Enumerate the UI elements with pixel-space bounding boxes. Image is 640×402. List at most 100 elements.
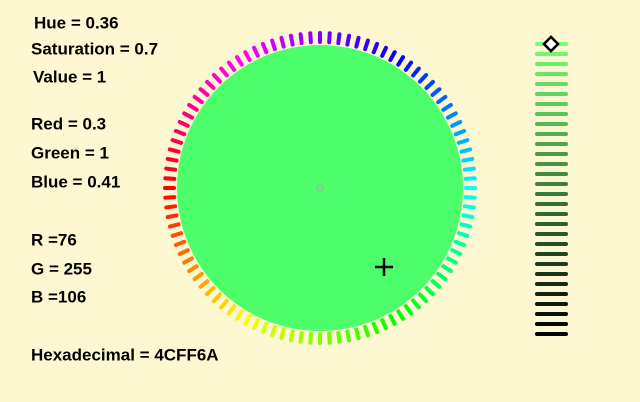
hue-dash — [288, 329, 295, 343]
hue-dash — [436, 271, 448, 282]
hue-dash — [211, 292, 223, 303]
crosshair[interactable] — [375, 258, 393, 276]
hue-dash — [270, 38, 277, 52]
hue-dash — [424, 285, 435, 297]
hue-dash — [163, 195, 177, 200]
value-slider[interactable] — [535, 42, 568, 336]
hue-dash — [164, 204, 178, 210]
hue-dash — [219, 66, 229, 78]
hue-dash — [205, 285, 216, 297]
b-label: B =106 — [31, 287, 86, 306]
hue-dash — [327, 31, 332, 45]
hue-dash — [187, 102, 199, 112]
value-label: Value = 1 — [33, 67, 106, 86]
r-label: R =76 — [31, 230, 77, 249]
hue-dash — [163, 176, 177, 181]
red-label: Red = 0.3 — [31, 114, 106, 133]
hue-dash — [463, 176, 477, 181]
hue-dash — [308, 331, 313, 345]
hue-dash — [308, 31, 313, 45]
hue-dash — [167, 222, 181, 229]
hue-dash — [363, 324, 370, 338]
hue-dash — [380, 318, 388, 331]
hue-dash — [380, 45, 388, 58]
hue-dash — [167, 147, 181, 154]
hue-dash — [243, 50, 252, 63]
hue-dash — [436, 94, 448, 105]
hue-dash — [462, 166, 476, 172]
hue-dash — [182, 256, 195, 265]
slider-handle[interactable] — [542, 35, 560, 53]
blue-label: Blue = 0.41 — [31, 172, 120, 191]
hue-dash — [371, 41, 380, 55]
hue-dash — [388, 50, 397, 63]
green-label: Green = 1 — [31, 143, 109, 162]
hue-dash — [363, 38, 370, 52]
hue-dash — [279, 327, 286, 341]
hue-dash — [453, 239, 467, 248]
hue-dash — [396, 309, 406, 321]
hue-dash — [462, 204, 476, 210]
hue-dash — [411, 66, 421, 78]
hue-dash — [396, 55, 406, 67]
hue-dash — [445, 256, 458, 265]
hue-dash — [198, 279, 210, 289]
g-label: G = 255 — [31, 259, 92, 278]
hue-dash — [234, 309, 244, 321]
hue-ring[interactable] — [163, 31, 477, 345]
hue-dash — [270, 324, 277, 338]
hue-dash — [260, 41, 269, 55]
color-disk[interactable] — [177, 45, 463, 331]
hue-dash — [336, 32, 342, 46]
hue-dash — [177, 248, 190, 256]
hue-dash — [192, 271, 204, 282]
hex-label: Hexadecimal = 4CFF6A — [31, 345, 219, 364]
hue-dash — [450, 248, 463, 256]
hue-dash — [345, 329, 352, 343]
hue-label: Hue = 0.36 — [34, 13, 119, 32]
hue-dash — [211, 73, 223, 84]
hue-dash — [441, 102, 453, 112]
hue-dash — [177, 120, 190, 128]
hue-dash — [170, 231, 184, 238]
hue-dash — [441, 264, 453, 274]
hue-dash — [298, 330, 304, 344]
hue-dash — [403, 60, 414, 72]
hue-dash — [354, 35, 361, 49]
hue-dash — [456, 138, 470, 145]
hue-dash — [170, 138, 184, 145]
hue-dash — [430, 87, 442, 97]
hue-dash — [450, 120, 463, 128]
hue-dash — [182, 111, 195, 120]
hue-dash — [205, 79, 216, 91]
hue-dash — [417, 73, 429, 84]
hue-dash — [164, 166, 178, 172]
hue-dash — [327, 331, 332, 345]
hue-dash — [354, 327, 361, 341]
hue-dash — [445, 111, 458, 120]
hue-dash — [173, 128, 187, 137]
hue-dash — [165, 213, 179, 220]
hue-dash — [234, 55, 244, 67]
hue-dash — [461, 156, 475, 163]
hue-dash — [243, 313, 252, 326]
hue-dash — [417, 292, 429, 303]
center-point — [316, 184, 324, 192]
hue-dash — [430, 279, 442, 289]
hue-dash — [459, 147, 473, 154]
hue-dash — [187, 264, 199, 274]
hue-dash — [226, 60, 237, 72]
hue-dash — [336, 330, 342, 344]
hue-dash — [198, 87, 210, 97]
hue-dash — [345, 33, 352, 47]
hue-dash — [298, 32, 304, 46]
hue-dash — [165, 156, 179, 163]
hue-dash — [173, 239, 187, 248]
hue-dash — [192, 94, 204, 105]
saturation-label: Saturation = 0.7 — [31, 39, 158, 58]
hue-dash — [463, 195, 477, 200]
hue-dash — [252, 318, 260, 331]
hue-dash — [260, 321, 269, 335]
hue-dash — [459, 222, 473, 229]
